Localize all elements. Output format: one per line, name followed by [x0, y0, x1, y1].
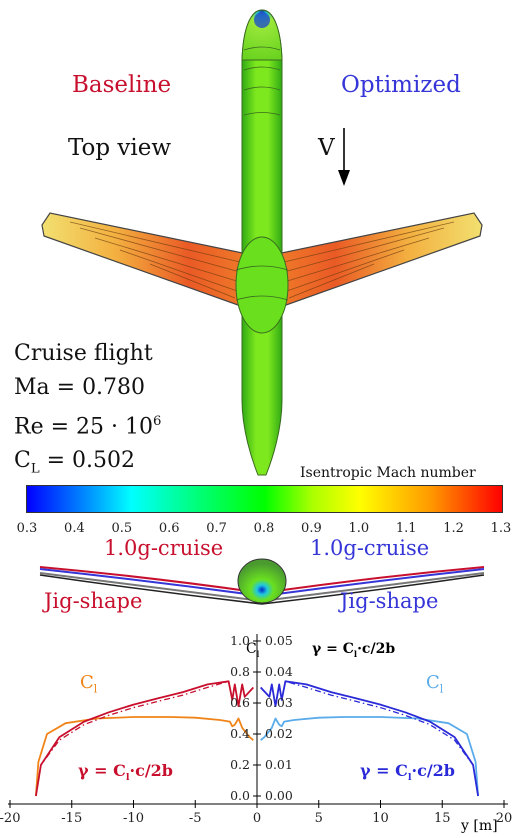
- gamma-axis-label: γ = Cl·c/2b: [312, 641, 396, 659]
- x-tick-label: -20: [0, 811, 20, 826]
- top-view-label: Top view: [68, 135, 172, 161]
- x-axis-label: y [m]: [461, 818, 498, 834]
- colorbar-tick-label: 0.7: [206, 521, 227, 536]
- cruise-left-label: 1.0g-cruise: [104, 536, 224, 560]
- colorbar-tick-label: 0.4: [64, 521, 85, 536]
- cl-baseline-label: Cl: [80, 672, 98, 696]
- cruise-right-label: 1.0g-cruise: [310, 536, 430, 560]
- colorbar-tick-label: 1.1: [396, 521, 417, 536]
- colorbar-title: Isentropic Mach number: [300, 465, 476, 481]
- baseline-label: Baseline: [72, 72, 172, 98]
- velocity-arrow-head: [338, 170, 350, 186]
- cl-tick-label: 0.8: [230, 664, 250, 679]
- gamma-tick-label: 0.03: [265, 695, 293, 710]
- colorbar-tick-label: 1.2: [443, 521, 464, 536]
- aircraft-top-view: [41, 9, 483, 476]
- colorbar: [26, 485, 503, 513]
- gamma-tick-label: 0.02: [265, 726, 293, 741]
- x-tick-label: 5: [315, 811, 323, 826]
- condition-line-1: Cruise flight: [14, 341, 153, 366]
- gamma-optimized-dashdot-line: [260, 680, 479, 797]
- cl-tick-label: 0.4: [230, 726, 250, 741]
- x-tick-label: 15: [434, 811, 451, 826]
- colorbar-tick-label: 0.3: [17, 521, 38, 536]
- left-wing: [41, 212, 253, 311]
- cl-tick-label: 0.2: [230, 757, 250, 772]
- aircraft-front-view: [39, 558, 485, 605]
- x-tick-label: 10: [372, 811, 389, 826]
- jig-right-label: Jig-shape: [340, 589, 439, 613]
- gamma-tick-label: 0.00: [265, 788, 293, 803]
- gamma-tick-label: 0.01: [265, 757, 293, 772]
- gamma-tick-label: 0.04: [265, 664, 293, 679]
- cl-axis-label: Cl: [246, 641, 260, 659]
- flight-conditions: Cruise flight Ma = 0.780 Re = 25 · 106 C…: [14, 337, 161, 487]
- cl-optimized-label: Cl: [426, 672, 444, 696]
- optimized-label: Optimized: [341, 72, 461, 98]
- colorbar-tick-label: 1.0: [348, 521, 369, 536]
- x-tick-label: -5: [189, 811, 202, 826]
- right-wing: [271, 212, 483, 311]
- gamma-tick-label: 0.05: [265, 633, 293, 648]
- condition-mach: Ma = 0.780: [14, 375, 146, 400]
- jig-left-label: Jig-shape: [44, 589, 143, 613]
- velocity-label: V: [318, 135, 335, 161]
- spanwise-lift-chart: -20 -15 -10 -5 0 5 10 15 20 0.0 0.2 0.4 0.6 0.8 1.0 0.0…: [0, 633, 513, 826]
- condition-reynolds: Re = 25 · 106: [14, 414, 162, 440]
- x-tick-label: -15: [61, 811, 82, 826]
- cl-optimized-line: [260, 716, 479, 797]
- x-tick-label: -10: [123, 811, 144, 826]
- cl-tick-label: 1.0: [230, 633, 250, 648]
- colorbar-ticks: 0.3 0.4 0.5 0.6 0.7 0.8 0.9 1.0 1.1 1.2 1.3: [17, 521, 512, 536]
- x-tick-label: 0: [253, 811, 261, 826]
- colorbar-tick-label: 0.8: [254, 521, 275, 536]
- cl-tick-label: 0.0: [230, 788, 250, 803]
- colorbar-tick-label: 0.5: [111, 521, 132, 536]
- colorbar-tick-label: 0.6: [159, 521, 180, 536]
- condition-lift-coefficient: CL = 0.502: [14, 448, 136, 477]
- gamma-baseline-dashdot-line: [35, 680, 254, 797]
- colorbar-tick-label: 0.9: [301, 521, 322, 536]
- gamma-baseline-label: γ = Cl·c/2b: [78, 761, 173, 784]
- gamma-baseline-line: [35, 680, 254, 797]
- colorbar-tick-label: 1.3: [491, 521, 512, 536]
- gamma-optimized-label: γ = Cl·c/2b: [360, 761, 455, 784]
- cl-tick-label: 0.6: [230, 695, 250, 710]
- x-tick-label: 20: [496, 811, 513, 826]
- cl-baseline-line: [35, 716, 254, 797]
